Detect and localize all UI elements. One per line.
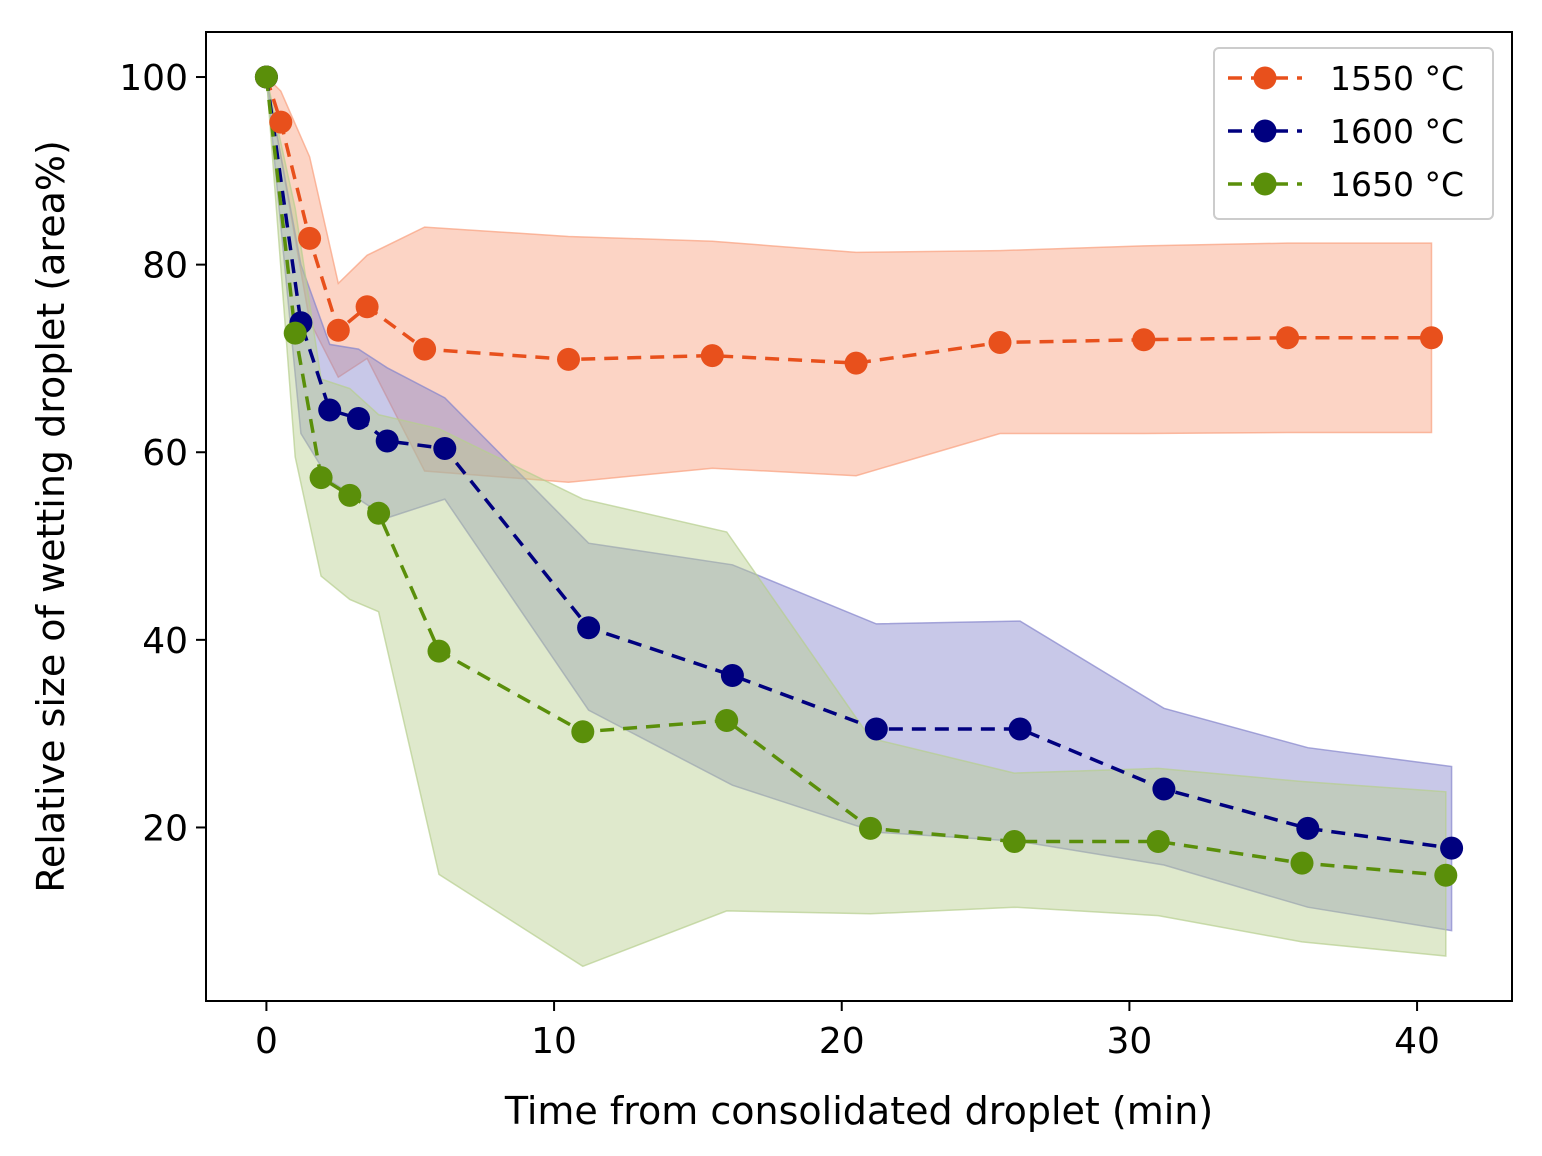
legend-label-1600: 1600 °C xyxy=(1330,112,1464,151)
point-1650-1 xyxy=(283,321,307,345)
point-1600-3 xyxy=(347,407,370,430)
point-1550-7 xyxy=(700,344,724,368)
series-markers xyxy=(254,65,1464,887)
point-1600-6 xyxy=(577,616,601,640)
point-1650-0 xyxy=(254,65,278,89)
y-tick-label-80: 80 xyxy=(142,246,188,287)
legend-marker-1550 xyxy=(1253,66,1277,90)
y-tick-label-60: 60 xyxy=(142,433,188,474)
point-1650-7 xyxy=(715,709,739,732)
x-tick-label-30: 30 xyxy=(1106,1021,1152,1062)
x-tick-label-10: 10 xyxy=(531,1021,577,1062)
legend-marker-1600 xyxy=(1253,119,1277,143)
legend-marker-1650 xyxy=(1253,172,1277,196)
point-1550-12 xyxy=(1420,326,1443,350)
legend: 1550 °C 1600 °C 1650 °C xyxy=(1213,47,1494,220)
x-axis-title: Time from consolidated droplet (min) xyxy=(504,1089,1213,1133)
point-1600-11 xyxy=(1296,816,1320,840)
point-1650-5 xyxy=(427,639,451,663)
point-1650-10 xyxy=(1146,830,1170,853)
plot-frame xyxy=(205,31,1513,1002)
point-1550-11 xyxy=(1276,326,1300,350)
point-1650-4 xyxy=(367,501,391,525)
point-1550-9 xyxy=(988,331,1012,354)
point-1550-8 xyxy=(844,351,868,375)
point-1550-2 xyxy=(298,226,322,250)
legend-label-1650: 1650 °C xyxy=(1330,165,1464,204)
point-1650-3 xyxy=(338,483,362,507)
point-1600-5 xyxy=(433,437,457,460)
y-axis-ticks: 20 40 60 80 100 xyxy=(119,58,206,849)
point-1600-12 xyxy=(1440,836,1464,860)
point-1650-9 xyxy=(1002,830,1026,853)
point-1600-8 xyxy=(864,717,888,741)
point-1600-7 xyxy=(720,664,744,687)
x-axis-ticks: 0 10 20 30 40 xyxy=(255,1001,1440,1062)
legend-box xyxy=(1213,47,1494,220)
point-1650-6 xyxy=(571,720,595,744)
point-1550-3 xyxy=(326,318,350,342)
x-tick-label-20: 20 xyxy=(819,1021,865,1062)
point-1600-4 xyxy=(375,429,399,453)
point-1550-6 xyxy=(557,347,580,371)
point-1650-11 xyxy=(1290,851,1314,875)
legend-label-1550: 1550 °C xyxy=(1330,59,1464,98)
y-tick-label-20: 20 xyxy=(142,808,188,849)
point-1650-2 xyxy=(309,466,333,490)
point-1550-10 xyxy=(1132,328,1156,352)
point-1550-4 xyxy=(355,295,379,319)
y-tick-label-100: 100 xyxy=(119,58,188,99)
point-1550-5 xyxy=(413,337,437,361)
point-1600-2 xyxy=(318,398,342,422)
y-axis-title: Relative size of wetting droplet (area%) xyxy=(29,140,73,893)
x-tick-label-40: 40 xyxy=(1394,1021,1440,1062)
point-1550-1 xyxy=(269,110,293,134)
point-1600-10 xyxy=(1152,777,1176,801)
point-1650-12 xyxy=(1434,863,1458,887)
point-1650-8 xyxy=(859,816,882,840)
y-tick-label-40: 40 xyxy=(142,621,188,662)
point-1600-9 xyxy=(1008,717,1032,741)
x-tick-label-0: 0 xyxy=(255,1021,278,1062)
